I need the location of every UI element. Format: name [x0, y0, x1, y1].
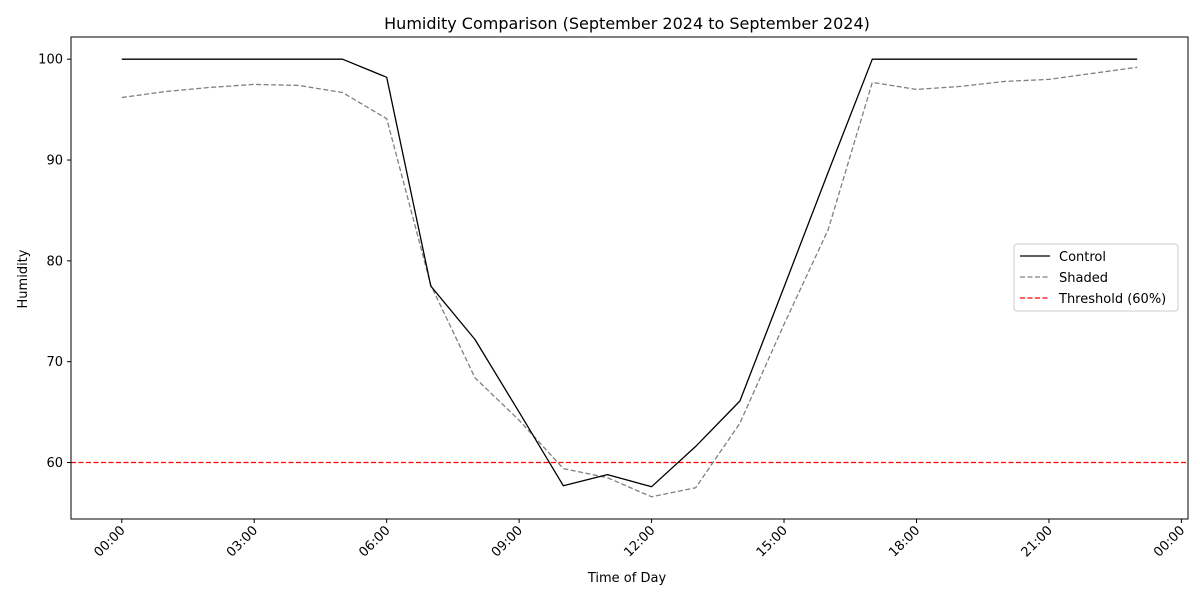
y-tick-label: 70 — [46, 355, 63, 370]
y-tick-label: 60 — [46, 456, 63, 471]
legend-label-control: Control — [1059, 250, 1106, 265]
x-tick-label: 12:00 — [621, 523, 658, 560]
series-line-control — [121, 58, 1138, 488]
x-tick-label: 00:00 — [92, 523, 129, 560]
x-axis-label: Time of Day — [587, 571, 667, 586]
y-tick-label: 90 — [46, 154, 63, 169]
legend: Control Shaded Threshold (60%) — [1013, 243, 1179, 312]
x-tick-label: 15:00 — [754, 523, 791, 560]
plot-frame — [70, 36, 1189, 520]
chart-title: Humidity Comparison (September 2024 to S… — [384, 14, 870, 33]
x-tick-label: 18:00 — [886, 523, 923, 560]
legend-label-shaded: Shaded — [1059, 271, 1108, 286]
legend-label-threshold: Threshold (60%) — [1058, 292, 1166, 307]
x-tick-label: 21:00 — [1019, 523, 1056, 560]
x-tick-label: 00:00 — [1151, 523, 1188, 560]
x-tick-label: 09:00 — [489, 523, 526, 560]
y-axis-label: Humidity — [16, 249, 31, 308]
x-tick-label: 03:00 — [224, 523, 261, 560]
x-tick-label: 06:00 — [356, 523, 393, 560]
y-tick-label: 100 — [38, 53, 63, 68]
legend-box — [1013, 243, 1179, 312]
y-tick-label: 80 — [46, 254, 63, 269]
series-line-shaded — [121, 66, 1138, 498]
